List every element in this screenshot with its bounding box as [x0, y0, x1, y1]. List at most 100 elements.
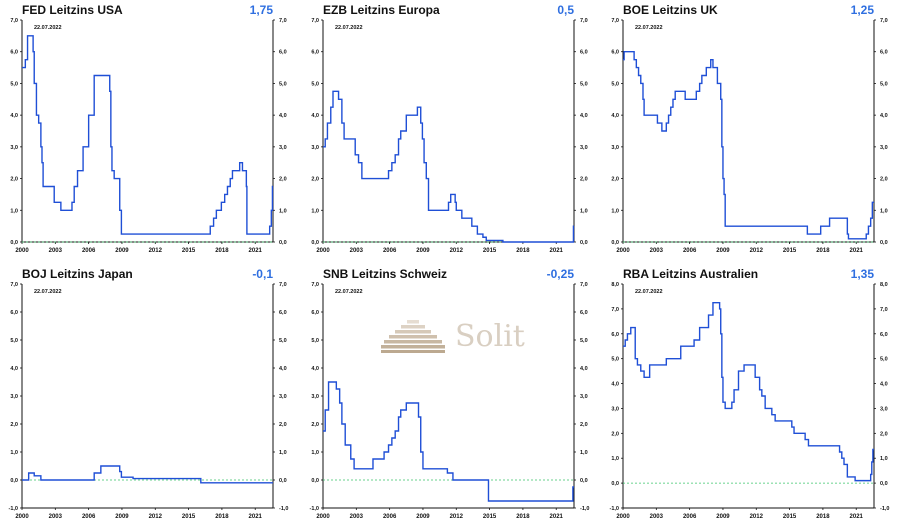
date-label: 22.07.2022: [335, 25, 363, 31]
series-line: [22, 35, 274, 235]
y-tick-label-right: 4,0: [279, 366, 287, 372]
y-tick-label-right: 2,0: [279, 422, 287, 428]
y-tick-label-right: -1,0: [580, 506, 589, 512]
series-line: [623, 301, 874, 482]
y-tick-label-right: 5,0: [880, 81, 888, 87]
x-tick-label: 2000: [15, 248, 29, 254]
x-tick-label: 2015: [483, 248, 497, 254]
x-tick-label: 2009: [716, 248, 730, 254]
y-tick-label-right: 7,0: [880, 18, 888, 24]
x-tick-label: 2003: [350, 514, 364, 520]
x-tick-label: 2021: [850, 248, 864, 254]
series-line: [623, 51, 874, 240]
y-tick-label-left: 1,0: [10, 208, 18, 214]
y-tick-label-right: 5,0: [580, 338, 588, 344]
y-tick-label-right: 1,0: [880, 208, 888, 214]
chart-title: RBA Leitzins Australien: [623, 267, 758, 281]
x-tick-label: 2006: [683, 248, 697, 254]
y-tick-label-right: 2,0: [279, 177, 287, 183]
series-line: [323, 90, 575, 243]
y-tick-label-right: 4,0: [279, 113, 287, 119]
x-tick-label: 2021: [249, 248, 263, 254]
y-tick-label-right: 3,0: [880, 406, 888, 412]
y-tick-label-left: 2,0: [611, 431, 619, 437]
x-tick-label: 2009: [416, 514, 430, 520]
y-tick-label-right: 7,0: [880, 307, 888, 313]
x-tick-label: 2012: [149, 514, 163, 520]
date-label: 22.07.2022: [335, 289, 363, 295]
y-tick-label-left: 7,0: [611, 18, 619, 24]
y-tick-label-right: 7,0: [279, 282, 287, 288]
chart-panel-4: BOJ Leitzins Japan -0,1 -1,0 -1,0 0,0 0,0 1,0 1…: [9, 267, 289, 520]
y-tick-label-left: 0,0: [311, 240, 319, 246]
y-tick-label-left: 7,0: [10, 18, 18, 24]
x-tick-label: 2009: [416, 248, 430, 254]
date-label: 22.07.2022: [34, 289, 62, 295]
y-tick-label-right: 4,0: [580, 113, 588, 119]
x-tick-label: 2012: [450, 514, 464, 520]
current-value: -0,25: [547, 267, 575, 281]
x-tick-label: 2000: [316, 514, 330, 520]
y-tick-label-left: 0,0: [611, 481, 619, 487]
y-tick-label-right: 6,0: [580, 50, 588, 56]
chart-panel-5: SNB Leitzins Schweiz -0,25 -1,0 -1,0 0,0 0,0 1…: [310, 267, 590, 520]
x-tick-label: 2006: [383, 514, 397, 520]
series-line: [323, 381, 574, 502]
y-tick-label-right: -1,0: [279, 506, 288, 512]
y-tick-label-right: 2,0: [580, 422, 588, 428]
y-tick-label-left: 6,0: [311, 50, 319, 56]
x-tick-label: 2009: [115, 248, 129, 254]
x-tick-label: 2015: [483, 514, 497, 520]
x-tick-label: 2000: [616, 248, 630, 254]
y-tick-label-left: -1,0: [610, 506, 619, 512]
y-tick-label-right: 3,0: [880, 145, 888, 151]
date-label: 22.07.2022: [635, 25, 663, 31]
date-label: 22.07.2022: [635, 289, 663, 295]
y-tick-label-left: 5,0: [611, 81, 619, 87]
y-tick-label-left: 7,0: [311, 282, 319, 288]
x-tick-label: 2018: [516, 514, 530, 520]
y-tick-label-left: 4,0: [311, 366, 319, 372]
y-tick-label-left: 3,0: [10, 394, 18, 400]
y-tick-label-right: 0,0: [880, 240, 888, 246]
y-tick-label-right: 7,0: [279, 18, 287, 24]
x-tick-label: 2021: [249, 514, 263, 520]
series-line: [22, 465, 273, 484]
chart-title: BOJ Leitzins Japan: [22, 267, 133, 281]
y-tick-label-left: 6,0: [10, 50, 18, 56]
x-tick-label: 2021: [850, 514, 864, 520]
y-tick-label-right: 2,0: [880, 177, 888, 183]
y-tick-label-right: 0,0: [580, 240, 588, 246]
x-tick-label: 2018: [816, 514, 830, 520]
chart-title: BOE Leitzins UK: [623, 3, 718, 17]
y-tick-label-right: 5,0: [580, 81, 588, 87]
x-tick-label: 2003: [650, 514, 664, 520]
x-tick-label: 2009: [115, 514, 129, 520]
y-tick-label-right: 3,0: [580, 394, 588, 400]
y-tick-label-left: 0,0: [10, 478, 18, 484]
x-tick-label: 2018: [215, 248, 229, 254]
x-tick-label: 2009: [716, 514, 730, 520]
y-tick-label-left: 6,0: [611, 332, 619, 338]
y-tick-label-right: 6,0: [279, 310, 287, 316]
x-tick-label: 2003: [49, 514, 63, 520]
y-tick-label-right: 6,0: [279, 50, 287, 56]
y-tick-label-right: 1,0: [580, 208, 588, 214]
current-value: 1,35: [851, 267, 875, 281]
x-tick-label: 2000: [316, 248, 330, 254]
y-tick-label-right: 0,0: [580, 478, 588, 484]
y-tick-label-left: 4,0: [611, 382, 619, 388]
chart-title: FED Leitzins USA: [22, 3, 123, 17]
chart-panel-2: EZB Leitzins Europa 0,5 0,0 0,0 1,0 1,0 2,0 2,0…: [311, 3, 587, 254]
y-tick-label-left: -1,0: [310, 506, 319, 512]
y-tick-label-left: 2,0: [311, 422, 319, 428]
y-tick-label-right: 5,0: [880, 357, 888, 363]
current-value: 1,75: [250, 3, 274, 17]
y-tick-label-left: 4,0: [311, 113, 319, 119]
y-tick-label-left: 6,0: [10, 310, 18, 316]
y-tick-label-left: 3,0: [311, 394, 319, 400]
y-tick-label-right: 7,0: [580, 18, 588, 24]
y-tick-label-left: 2,0: [10, 422, 18, 428]
x-tick-label: 2015: [783, 514, 797, 520]
y-tick-label-left: 5,0: [311, 338, 319, 344]
